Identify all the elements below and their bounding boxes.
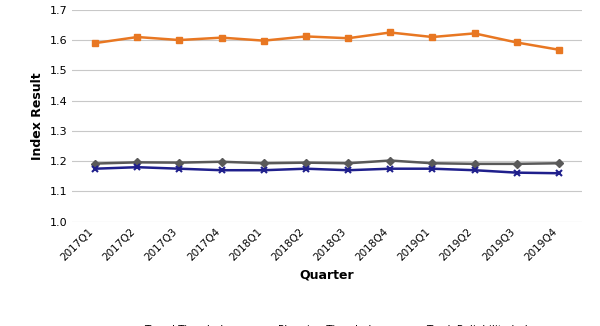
Travel Time Index <box>386 167 394 170</box>
Truck Reliability Index <box>555 161 562 165</box>
Legend: Travel Time Index, Planning Time Index, Truck Reliability Index: Travel Time Index, Planning Time Index, … <box>109 321 545 326</box>
Truck Reliability Index <box>176 161 183 165</box>
Line: Truck Reliability Index: Truck Reliability Index <box>92 157 562 167</box>
Travel Time Index <box>429 167 436 170</box>
Travel Time Index <box>92 167 99 170</box>
Travel Time Index <box>176 167 183 170</box>
Planning Time Index <box>344 36 352 40</box>
Travel Time Index <box>344 168 352 172</box>
Travel Time Index <box>513 171 520 175</box>
Line: Travel Time Index: Travel Time Index <box>92 164 562 177</box>
Truck Reliability Index <box>513 162 520 166</box>
Truck Reliability Index <box>429 161 436 165</box>
Planning Time Index <box>134 35 141 39</box>
Planning Time Index <box>176 38 183 42</box>
Truck Reliability Index <box>471 162 478 166</box>
Truck Reliability Index <box>386 158 394 162</box>
Travel Time Index <box>555 171 562 175</box>
Planning Time Index <box>92 41 99 45</box>
Planning Time Index <box>471 31 478 35</box>
Planning Time Index <box>302 35 310 38</box>
Planning Time Index <box>260 39 268 43</box>
Travel Time Index <box>260 168 268 172</box>
Truck Reliability Index <box>344 161 352 165</box>
X-axis label: Quarter: Quarter <box>299 268 355 281</box>
Y-axis label: Index Result: Index Result <box>31 72 44 159</box>
Truck Reliability Index <box>302 161 310 165</box>
Line: Planning Time Index: Planning Time Index <box>92 29 562 53</box>
Truck Reliability Index <box>218 160 225 164</box>
Travel Time Index <box>471 168 478 172</box>
Planning Time Index <box>218 36 225 39</box>
Truck Reliability Index <box>134 160 141 164</box>
Travel Time Index <box>134 165 141 169</box>
Planning Time Index <box>429 35 436 39</box>
Travel Time Index <box>218 168 225 172</box>
Travel Time Index <box>302 167 310 170</box>
Planning Time Index <box>386 31 394 35</box>
Planning Time Index <box>513 40 520 44</box>
Truck Reliability Index <box>260 161 268 165</box>
Truck Reliability Index <box>92 162 99 166</box>
Planning Time Index <box>555 48 562 52</box>
